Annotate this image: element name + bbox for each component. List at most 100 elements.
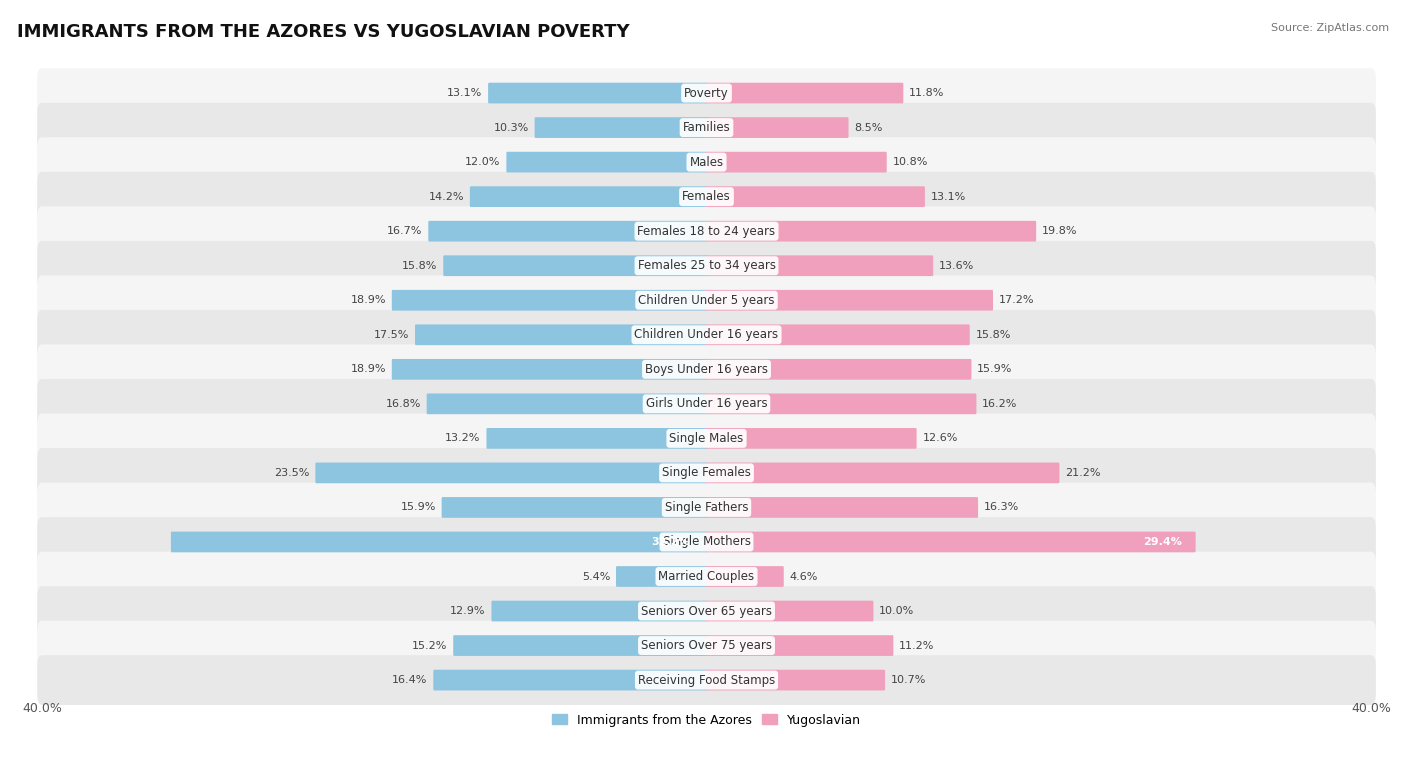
FancyBboxPatch shape — [486, 428, 707, 449]
Text: Males: Males — [689, 155, 724, 168]
FancyBboxPatch shape — [706, 462, 1060, 484]
Text: 13.1%: 13.1% — [931, 192, 966, 202]
Text: 15.8%: 15.8% — [402, 261, 437, 271]
FancyBboxPatch shape — [706, 497, 979, 518]
FancyBboxPatch shape — [492, 600, 707, 622]
Text: 16.3%: 16.3% — [984, 503, 1019, 512]
FancyBboxPatch shape — [706, 635, 893, 656]
Text: Single Fathers: Single Fathers — [665, 501, 748, 514]
Text: 10.8%: 10.8% — [893, 157, 928, 167]
Text: 13.6%: 13.6% — [939, 261, 974, 271]
Text: 13.2%: 13.2% — [446, 434, 481, 443]
FancyBboxPatch shape — [706, 324, 970, 345]
Text: 16.2%: 16.2% — [983, 399, 1018, 409]
FancyBboxPatch shape — [706, 117, 848, 138]
FancyBboxPatch shape — [315, 462, 707, 484]
Text: 16.7%: 16.7% — [387, 226, 423, 236]
FancyBboxPatch shape — [706, 152, 887, 173]
FancyBboxPatch shape — [706, 83, 903, 103]
Text: 11.8%: 11.8% — [910, 88, 945, 98]
FancyBboxPatch shape — [706, 566, 783, 587]
Text: 13.1%: 13.1% — [447, 88, 482, 98]
Text: Children Under 16 years: Children Under 16 years — [634, 328, 779, 341]
Text: Seniors Over 75 years: Seniors Over 75 years — [641, 639, 772, 652]
FancyBboxPatch shape — [706, 428, 917, 449]
FancyBboxPatch shape — [488, 83, 707, 103]
Text: 29.4%: 29.4% — [1143, 537, 1181, 547]
FancyBboxPatch shape — [443, 255, 707, 276]
Text: 15.2%: 15.2% — [412, 641, 447, 650]
FancyBboxPatch shape — [426, 393, 707, 414]
Text: 17.5%: 17.5% — [374, 330, 409, 340]
FancyBboxPatch shape — [37, 586, 1376, 636]
Text: Seniors Over 65 years: Seniors Over 65 years — [641, 605, 772, 618]
FancyBboxPatch shape — [506, 152, 707, 173]
Text: 15.9%: 15.9% — [401, 503, 436, 512]
Text: 32.2%: 32.2% — [651, 537, 690, 547]
FancyBboxPatch shape — [433, 670, 707, 691]
Text: Females 18 to 24 years: Females 18 to 24 years — [637, 224, 776, 238]
FancyBboxPatch shape — [37, 172, 1376, 221]
Text: 21.2%: 21.2% — [1066, 468, 1101, 478]
FancyBboxPatch shape — [415, 324, 707, 345]
Text: 10.0%: 10.0% — [879, 606, 914, 616]
FancyBboxPatch shape — [37, 344, 1376, 394]
FancyBboxPatch shape — [429, 221, 707, 242]
Text: 15.9%: 15.9% — [977, 365, 1012, 374]
FancyBboxPatch shape — [453, 635, 707, 656]
FancyBboxPatch shape — [616, 566, 707, 587]
Text: 8.5%: 8.5% — [855, 123, 883, 133]
Text: Children Under 5 years: Children Under 5 years — [638, 294, 775, 307]
FancyBboxPatch shape — [172, 531, 707, 553]
FancyBboxPatch shape — [706, 221, 1036, 242]
FancyBboxPatch shape — [37, 621, 1376, 670]
FancyBboxPatch shape — [37, 379, 1376, 429]
FancyBboxPatch shape — [37, 655, 1376, 705]
FancyBboxPatch shape — [706, 670, 884, 691]
FancyBboxPatch shape — [392, 290, 707, 311]
FancyBboxPatch shape — [706, 255, 934, 276]
Text: Girls Under 16 years: Girls Under 16 years — [645, 397, 768, 410]
Legend: Immigrants from the Azores, Yugoslavian: Immigrants from the Azores, Yugoslavian — [547, 709, 866, 731]
FancyBboxPatch shape — [37, 137, 1376, 187]
Text: Females 25 to 34 years: Females 25 to 34 years — [637, 259, 776, 272]
FancyBboxPatch shape — [37, 414, 1376, 463]
FancyBboxPatch shape — [392, 359, 707, 380]
FancyBboxPatch shape — [37, 517, 1376, 567]
FancyBboxPatch shape — [37, 68, 1376, 118]
FancyBboxPatch shape — [441, 497, 707, 518]
FancyBboxPatch shape — [37, 206, 1376, 256]
Text: IMMIGRANTS FROM THE AZORES VS YUGOSLAVIAN POVERTY: IMMIGRANTS FROM THE AZORES VS YUGOSLAVIA… — [17, 23, 630, 41]
FancyBboxPatch shape — [534, 117, 707, 138]
Text: 15.8%: 15.8% — [976, 330, 1011, 340]
FancyBboxPatch shape — [37, 448, 1376, 498]
Text: 19.8%: 19.8% — [1042, 226, 1077, 236]
Text: 18.9%: 18.9% — [350, 365, 387, 374]
Text: Single Mothers: Single Mothers — [662, 535, 751, 549]
Text: Married Couples: Married Couples — [658, 570, 755, 583]
FancyBboxPatch shape — [706, 359, 972, 380]
FancyBboxPatch shape — [706, 290, 993, 311]
FancyBboxPatch shape — [37, 241, 1376, 290]
FancyBboxPatch shape — [37, 552, 1376, 601]
Text: Source: ZipAtlas.com: Source: ZipAtlas.com — [1271, 23, 1389, 33]
FancyBboxPatch shape — [470, 186, 707, 207]
FancyBboxPatch shape — [706, 186, 925, 207]
Text: 16.8%: 16.8% — [385, 399, 420, 409]
FancyBboxPatch shape — [706, 393, 976, 414]
Text: Single Males: Single Males — [669, 432, 744, 445]
Text: 18.9%: 18.9% — [350, 296, 387, 305]
Text: Poverty: Poverty — [685, 86, 728, 99]
Text: 5.4%: 5.4% — [582, 572, 610, 581]
Text: Receiving Food Stamps: Receiving Food Stamps — [638, 674, 775, 687]
FancyBboxPatch shape — [37, 483, 1376, 532]
Text: Females: Females — [682, 190, 731, 203]
Text: Families: Families — [683, 121, 730, 134]
Text: 4.6%: 4.6% — [790, 572, 818, 581]
Text: 12.6%: 12.6% — [922, 434, 957, 443]
FancyBboxPatch shape — [37, 310, 1376, 359]
Text: 11.2%: 11.2% — [900, 641, 935, 650]
FancyBboxPatch shape — [37, 103, 1376, 152]
Text: 10.3%: 10.3% — [494, 123, 529, 133]
Text: Boys Under 16 years: Boys Under 16 years — [645, 363, 768, 376]
